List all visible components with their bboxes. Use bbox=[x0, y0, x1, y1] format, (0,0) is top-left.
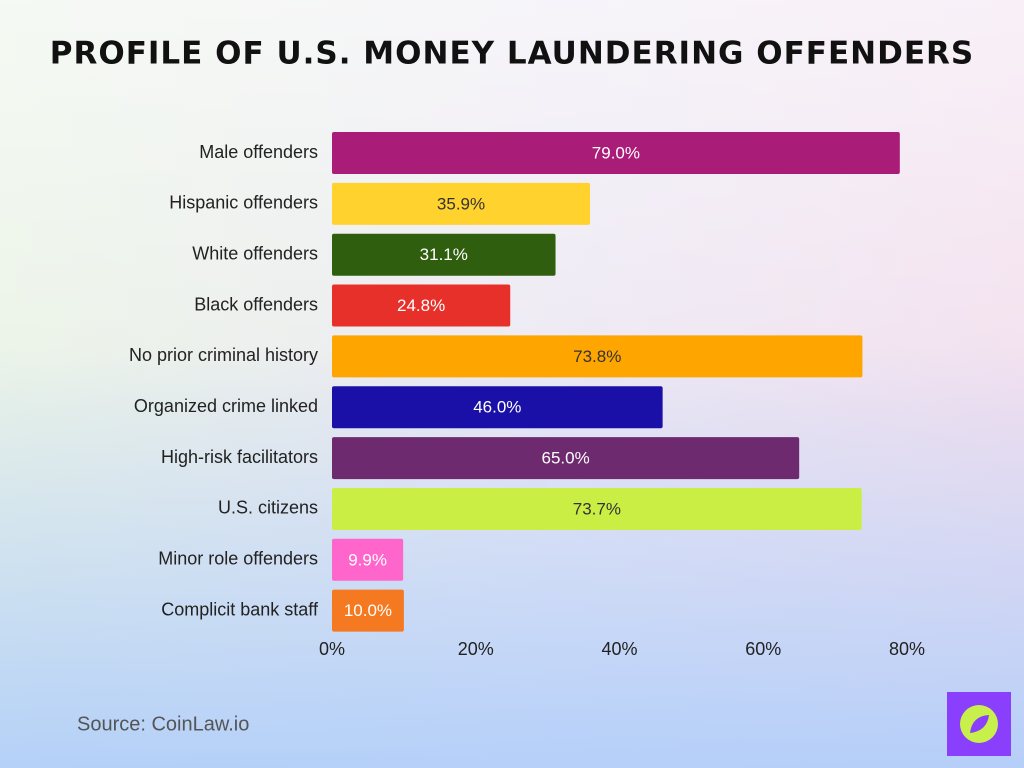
category-label: High-risk facilitators bbox=[161, 447, 318, 467]
x-tick-label: 20% bbox=[458, 639, 494, 659]
bar bbox=[332, 233, 556, 276]
logo-leaf bbox=[970, 715, 989, 733]
value-label: 35.9% bbox=[437, 194, 485, 213]
logo bbox=[947, 692, 1011, 756]
category-label: Organized crime linked bbox=[134, 396, 318, 416]
x-tick-label: 80% bbox=[889, 639, 925, 659]
value-label: 73.8% bbox=[573, 347, 621, 366]
category-label: Minor role offenders bbox=[158, 549, 318, 569]
bar bbox=[332, 335, 863, 378]
value-label: 46.0% bbox=[473, 398, 521, 417]
bar bbox=[332, 284, 511, 327]
bar bbox=[332, 589, 404, 632]
bar bbox=[332, 182, 591, 225]
category-label: Black offenders bbox=[194, 294, 318, 314]
value-label: 24.8% bbox=[397, 296, 445, 315]
category-label: U.S. citizens bbox=[218, 498, 318, 518]
bar bbox=[332, 538, 404, 581]
category-label: Hispanic offenders bbox=[169, 193, 318, 213]
x-tick-label: 60% bbox=[745, 639, 781, 659]
value-label: 65.0% bbox=[541, 449, 589, 468]
x-tick-label: 0% bbox=[319, 639, 345, 659]
category-label: Complicit bank staff bbox=[161, 599, 319, 619]
value-label: 9.9% bbox=[348, 550, 387, 569]
value-label: 79.0% bbox=[592, 143, 640, 162]
value-label: 73.7% bbox=[573, 499, 621, 518]
bar bbox=[332, 487, 862, 530]
bar bbox=[332, 132, 900, 174]
bar bbox=[332, 386, 663, 429]
chart-title: Profile of U.S. Money Laundering Offende… bbox=[50, 36, 974, 72]
category-label: White offenders bbox=[192, 243, 318, 263]
bar bbox=[332, 437, 800, 480]
x-tick-label: 40% bbox=[601, 639, 637, 659]
category-label: Male offenders bbox=[199, 142, 318, 162]
category-label: No prior criminal history bbox=[129, 345, 318, 365]
value-label: 10.0% bbox=[344, 601, 392, 620]
source: Source: CoinLaw.io bbox=[77, 713, 249, 735]
value-label: 31.1% bbox=[420, 245, 468, 264]
